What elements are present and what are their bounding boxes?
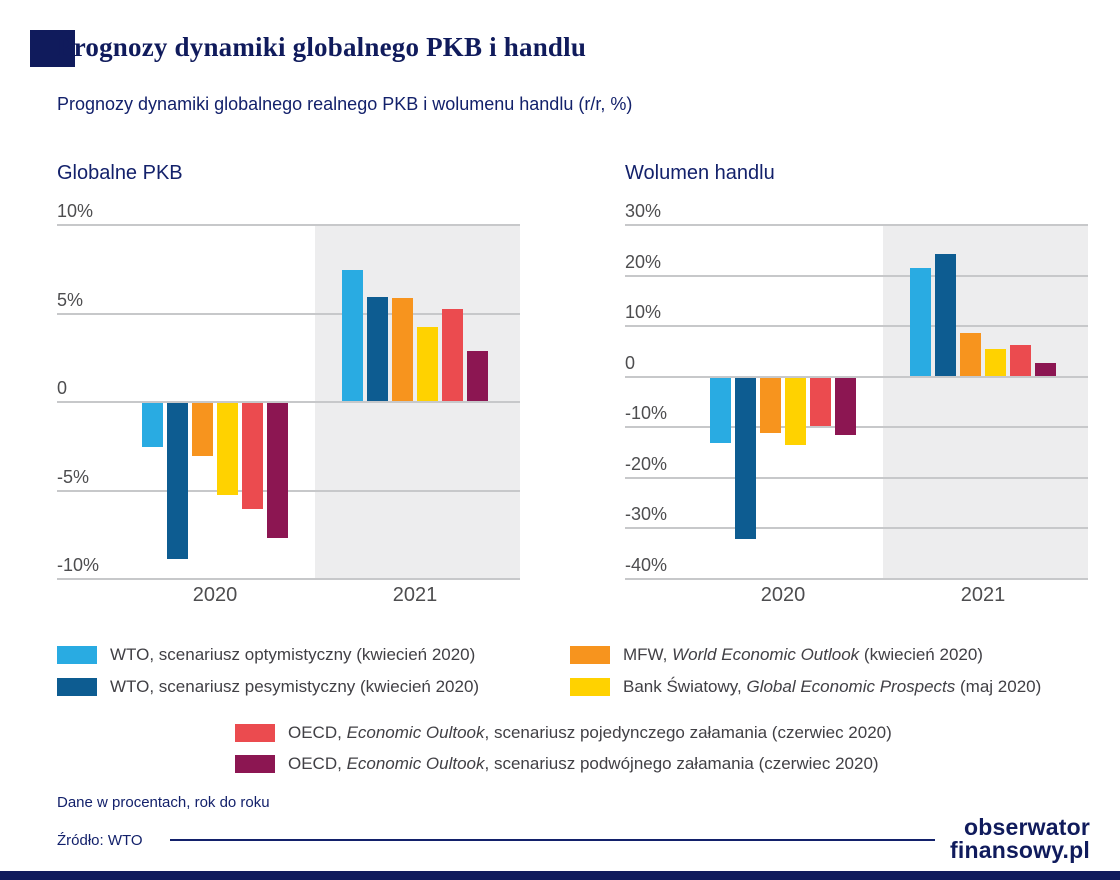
bar-oecd_double xyxy=(1035,363,1056,376)
bar-wto_optimistic xyxy=(142,403,163,448)
bar-oecd_double xyxy=(835,377,856,436)
bar-world_bank xyxy=(785,377,806,446)
bar-oecd_single xyxy=(810,377,831,426)
y-tick-label: -20% xyxy=(625,453,668,474)
bar-oecd_single xyxy=(442,308,463,401)
brand-logo-line2: finansowy.pl xyxy=(950,837,1090,863)
plot-area: 10% 5% 0 -5% -10% xyxy=(57,200,520,580)
gridline xyxy=(625,426,1088,429)
legend-swatch-oecd_single xyxy=(235,724,275,742)
chart-trade-volume: Wolumen handlu 30% 20% 10% 0 -10% -20% -30% -40… xyxy=(625,162,1088,612)
legend-swatch-oecd_double xyxy=(235,755,275,773)
gridline xyxy=(57,312,520,315)
legend-swatch-mfw xyxy=(570,646,610,664)
y-tick-label: -10% xyxy=(57,555,100,575)
footnote: Dane w procentach, rok do roku xyxy=(57,794,270,811)
legend-item: WTO, scenariusz pesymistyczny (kwiecień … xyxy=(57,676,479,698)
bar-wto_pessimistic xyxy=(367,296,388,401)
legend-label: WTO, scenariusz optymistyczny (kwiecień … xyxy=(110,645,476,664)
bar-mfw xyxy=(960,333,981,376)
gridline xyxy=(57,489,520,492)
x-axis-label: 2020 xyxy=(760,584,806,606)
x-axis-label: 2020 xyxy=(192,584,238,606)
legend-item: OECD, Economic Oultook, scenariusz pojed… xyxy=(235,722,892,744)
gridline xyxy=(625,527,1088,530)
x-axis: 2020 2021 xyxy=(57,582,520,612)
y-tick-label: 10% xyxy=(57,201,94,221)
x-axis-label: 2021 xyxy=(960,584,1006,606)
bar-oecd_single xyxy=(242,403,263,510)
bar-wto_optimistic xyxy=(342,270,363,401)
legend-item: OECD, Economic Oultook, scenariusz podwó… xyxy=(235,753,879,775)
y-tick-label: 10% xyxy=(625,302,662,323)
accent-square xyxy=(30,30,75,67)
legend-swatch-world_bank xyxy=(570,678,610,696)
chart-global-gdp: Globalne PKB 10% 5% 0 -5% -10% 2020 2021 xyxy=(57,162,520,612)
y-tick-label: 20% xyxy=(625,251,662,272)
bar-oecd_double xyxy=(467,351,488,401)
y-tick-label: 5% xyxy=(57,289,84,310)
y-tick-label: -5% xyxy=(57,466,90,487)
bar-wto_pessimistic xyxy=(167,403,188,559)
brand-logo: obserwator finansowy.pl xyxy=(950,816,1090,862)
y-tick-label: 0 xyxy=(57,378,68,398)
page-title: Prognozy dynamiki globalnego PKB i handl… xyxy=(57,32,587,62)
y-tick-label: -40% xyxy=(625,555,668,575)
bar-oecd_double xyxy=(267,403,288,538)
gridline xyxy=(57,401,520,403)
legend-label: MFW, World Economic Outlook (kwiecień 20… xyxy=(623,645,983,664)
y-tick-label: -30% xyxy=(625,504,668,525)
legend-swatch-wto_pessimistic xyxy=(57,678,97,696)
legend-item: WTO, scenariusz optymistyczny (kwiecień … xyxy=(57,644,475,666)
bottom-accent-bar xyxy=(0,871,1120,880)
bar-wto_optimistic xyxy=(910,267,931,376)
gridline xyxy=(57,578,520,580)
bar-world_bank xyxy=(217,403,238,496)
gridline xyxy=(625,375,1088,378)
gridline xyxy=(625,476,1088,479)
y-tick-label: 30% xyxy=(625,201,662,221)
footer-divider xyxy=(170,839,935,841)
legend-label: WTO, scenariusz pesymistyczny (kwiecień … xyxy=(110,677,480,696)
bar-oecd_single xyxy=(1010,345,1031,376)
gridline xyxy=(625,224,1088,226)
x-axis-label: 2021 xyxy=(392,584,438,606)
x-axis: 2020 2021 xyxy=(625,582,1088,612)
page-subtitle: Prognozy dynamiki globalnego realnego PK… xyxy=(57,94,633,114)
legend-label: OECD, Economic Oultook, scenariusz podwó… xyxy=(288,754,879,773)
source-label: Źródło: WTO xyxy=(57,832,143,849)
legend-label: Bank Światowy, Global Economic Prospects… xyxy=(623,677,1042,696)
bar-world_bank xyxy=(417,326,438,401)
y-tick-label: -10% xyxy=(625,403,668,424)
chart-title: Wolumen handlu xyxy=(625,162,775,184)
gridline xyxy=(625,578,1088,580)
gridline xyxy=(625,274,1088,277)
bar-world_bank xyxy=(985,348,1006,376)
gridline xyxy=(57,224,520,226)
bar-mfw xyxy=(392,298,413,401)
bar-mfw xyxy=(760,377,781,434)
plot-area: 30% 20% 10% 0 -10% -20% -30% -40% xyxy=(625,200,1088,580)
y-tick-label: 0 xyxy=(625,352,636,373)
legend-item: MFW, World Economic Outlook (kwiecień 20… xyxy=(570,644,983,666)
brand-logo-line1: obserwator xyxy=(964,814,1090,840)
legend-label: OECD, Economic Oultook, scenariusz pojed… xyxy=(288,723,892,742)
bar-wto_pessimistic xyxy=(935,254,956,376)
bar-wto_pessimistic xyxy=(735,377,756,540)
bar-mfw xyxy=(192,403,213,457)
bar-wto_optimistic xyxy=(710,377,731,443)
legend-swatch-wto_optimistic xyxy=(57,646,97,664)
legend-item: Bank Światowy, Global Economic Prospects… xyxy=(570,676,1041,698)
gridline xyxy=(625,325,1088,328)
chart-title: Globalne PKB xyxy=(57,162,183,184)
